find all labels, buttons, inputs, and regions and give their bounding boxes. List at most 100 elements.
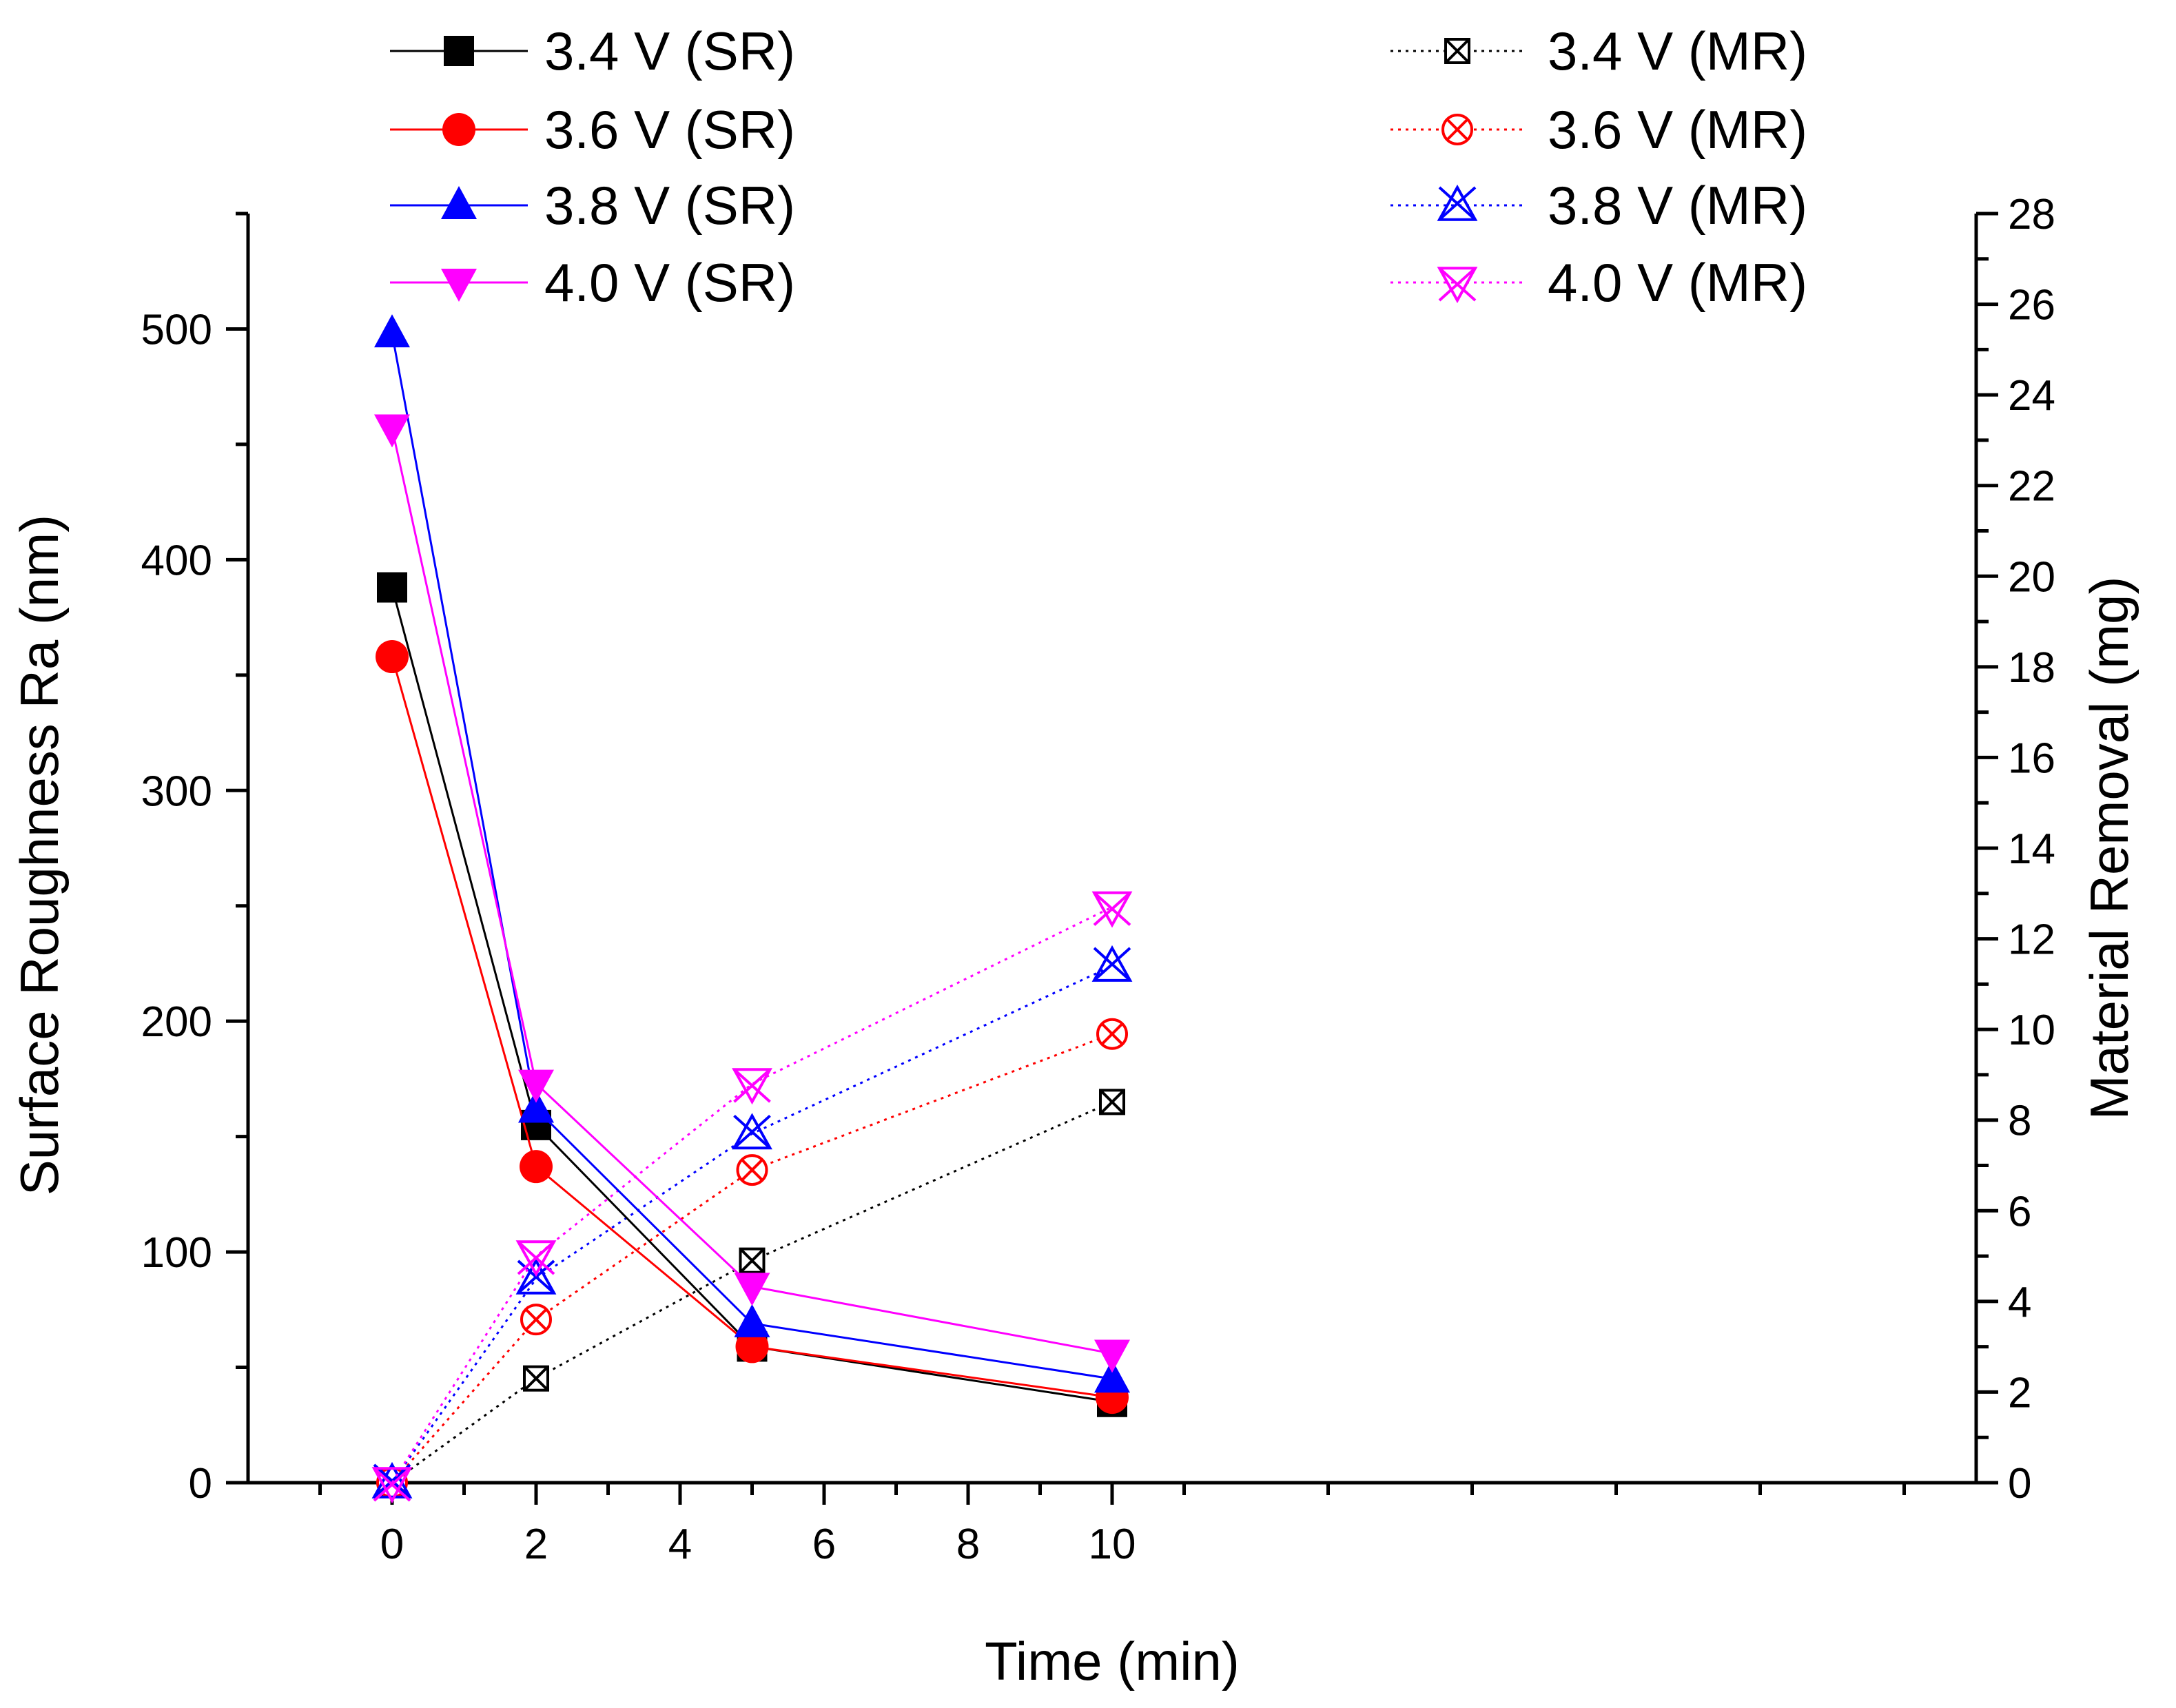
marker-cross xyxy=(1093,947,1131,982)
legend-marker xyxy=(444,36,474,66)
marker-cross xyxy=(525,1308,547,1331)
data-point xyxy=(735,1330,769,1364)
y2-tick-label: 6 xyxy=(2008,1188,2031,1235)
legend-marker xyxy=(1437,184,1478,221)
legend-label: 3.6 V (SR) xyxy=(544,99,795,160)
marker-cross xyxy=(523,1366,549,1392)
marker-outline xyxy=(371,1467,413,1504)
marker-cross xyxy=(1444,38,1470,64)
data-point xyxy=(376,640,409,674)
data-point xyxy=(523,1365,549,1392)
y2-tick-label: 20 xyxy=(2008,553,2055,601)
y2-tick-label: 10 xyxy=(2008,1007,2055,1054)
marker-cross xyxy=(1093,892,1131,927)
y-tick-label: 0 xyxy=(189,1460,212,1508)
y2-tick-label: 22 xyxy=(2008,463,2055,511)
y2-tick-label: 8 xyxy=(2008,1098,2031,1145)
y2-axis-title: Material Removal (mg) xyxy=(2079,577,2139,1120)
data-point xyxy=(1094,1359,1130,1393)
series-line xyxy=(391,333,1113,1380)
y-tick-label: 400 xyxy=(141,537,212,584)
x-tick-label: 6 xyxy=(812,1521,836,1568)
x-tick-label: 4 xyxy=(668,1521,692,1568)
series-3-8-v-sr xyxy=(374,314,1130,1393)
legend-item: 3.4 V (SR) xyxy=(390,21,795,81)
marker-cross xyxy=(739,1248,765,1274)
y2-tick-label: 18 xyxy=(2008,644,2055,692)
y2-tick-label: 12 xyxy=(2008,916,2055,964)
y2-tick-label: 4 xyxy=(2008,1279,2031,1326)
data-point xyxy=(520,1304,552,1336)
y2-tick-label: 0 xyxy=(2008,1460,2031,1508)
y2-tick-label: 14 xyxy=(2008,825,2055,873)
marker-cross xyxy=(517,1259,555,1295)
legend-label: 3.6 V (MR) xyxy=(1548,99,1807,160)
data-point xyxy=(1099,1089,1125,1115)
data-point xyxy=(732,1068,772,1105)
series-4-0-v-mr xyxy=(371,891,1133,1504)
legend-item: 3.6 V (SR) xyxy=(390,99,795,160)
legend-item: 3.6 V (MR) xyxy=(1390,99,1807,160)
legend-label: 3.4 V (SR) xyxy=(544,21,795,81)
y-tick-label: 200 xyxy=(141,998,212,1046)
x-axis-title: Time (min) xyxy=(985,1631,1240,1691)
series-4-0-v-sr xyxy=(374,414,1130,1373)
data-point xyxy=(1091,891,1133,928)
series-3-6-v-sr xyxy=(376,640,1129,1414)
axes: 0 2 4 6 8 10010020030040050002468101214161820… xyxy=(141,191,2055,1568)
marker-outline xyxy=(1437,267,1478,304)
series-line xyxy=(391,1033,1113,1483)
marker-cross xyxy=(1438,186,1477,221)
y2-tick-label: 16 xyxy=(2008,734,2055,782)
marker-outline xyxy=(1091,891,1133,928)
marker-outline xyxy=(1091,945,1133,982)
data-point xyxy=(518,1069,554,1103)
legend-marker xyxy=(441,269,477,302)
x-tick-label: 0 xyxy=(380,1521,404,1568)
legend-item: 3.4 V (MR) xyxy=(1390,21,1807,81)
data-point xyxy=(736,1154,768,1186)
data-point xyxy=(739,1247,766,1274)
marker-cross xyxy=(1099,1089,1125,1115)
legend-item: 3.8 V (MR) xyxy=(1390,175,1807,236)
y2-tick-label: 24 xyxy=(2008,372,2055,420)
data-point xyxy=(734,1273,770,1306)
data-point xyxy=(371,1467,413,1504)
data-point xyxy=(732,1113,772,1150)
y-tick-label: 100 xyxy=(141,1229,212,1277)
legend-label: 3.8 V (SR) xyxy=(544,175,795,236)
marker-cross xyxy=(733,1068,771,1103)
marker-cross xyxy=(517,1240,555,1275)
legend-label: 3.8 V (MR) xyxy=(1548,175,1807,236)
marker-outline xyxy=(1437,184,1478,221)
marker-cross xyxy=(373,1467,411,1502)
y2-tick-label: 2 xyxy=(2008,1369,2031,1417)
legend-label: 3.4 V (MR) xyxy=(1548,21,1807,81)
data-point xyxy=(377,572,407,603)
marker-outline xyxy=(515,1257,557,1295)
marker-outline xyxy=(732,1113,772,1150)
data-point xyxy=(515,1240,557,1277)
y2-tick-label: 26 xyxy=(2008,282,2055,329)
y-axis-title: Surface Roughness Ra (nm) xyxy=(9,515,70,1195)
legend-item: 3.8 V (SR) xyxy=(390,175,795,236)
x-tick-label: 8 xyxy=(956,1521,980,1568)
series-line xyxy=(391,587,1113,1403)
marker-cross xyxy=(733,1114,771,1149)
marker-cross xyxy=(1438,267,1477,302)
legend-item: 4.0 V (MR) xyxy=(1390,252,1807,313)
data-point xyxy=(1096,1018,1128,1050)
y-tick-label: 300 xyxy=(141,768,212,815)
legend-marker xyxy=(442,113,475,146)
series-line xyxy=(391,965,1113,1483)
x-tick-label: 10 xyxy=(1089,1521,1136,1568)
legend-label: 4.0 V (SR) xyxy=(544,252,795,313)
data-point xyxy=(1094,1339,1130,1373)
y2-tick-label: 28 xyxy=(2008,191,2055,238)
legend-marker xyxy=(1437,267,1478,304)
data-point xyxy=(520,1150,553,1184)
legend-marker xyxy=(1441,114,1473,145)
series-line xyxy=(391,428,1113,1355)
legend: 3.4 V (SR) 3.6 V (SR) 3.8 V (SR) 4.0 V (SR)… xyxy=(390,21,1807,313)
